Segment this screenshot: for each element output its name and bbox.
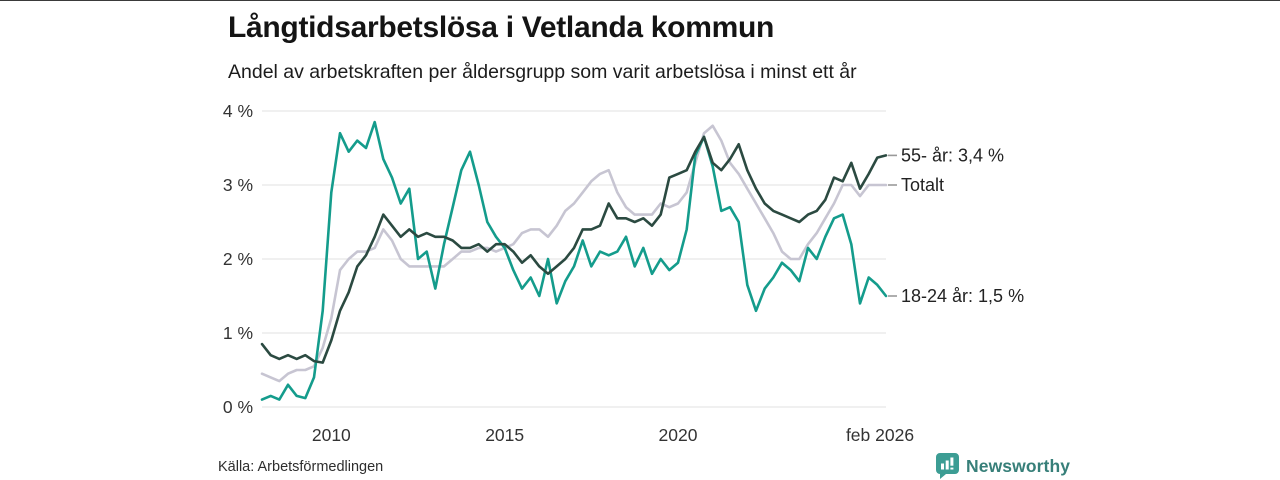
y-tick-label: 1 % [223,323,253,343]
newsworthy-speech-bubble-bar-chart-icon [936,453,959,479]
series-line-totalt [260,124,888,383]
chart-title: Långtidsarbetslösa i Vetlanda kommun [228,11,775,44]
x-tick-label: 2010 [312,425,351,445]
y-tick-label: 0 % [223,397,253,417]
series-end-label: 18-24 år: 1,5 % [901,286,1024,306]
series-line-55-r [260,135,888,364]
series-end-label: Totalt [901,175,944,195]
source-note: Källa: Arbetsförmedlingen [218,459,384,475]
x-tick-label: feb 2026 [846,425,914,445]
brand-logo: Newsworthy [936,453,1070,479]
y-tick-label: 3 % [223,175,253,195]
x-tick-label: 2020 [659,425,698,445]
x-tick-label: 2015 [485,425,524,445]
series-end-label: 55- år: 3,4 % [901,145,1004,165]
series-line-18-24-r [260,120,888,401]
chart-subtitle: Andel av arbetskraften per åldersgrupp s… [228,61,857,83]
y-tick-label: 4 % [223,101,253,121]
brand-name: Newsworthy [966,455,1071,476]
y-tick-label: 2 % [223,249,253,269]
